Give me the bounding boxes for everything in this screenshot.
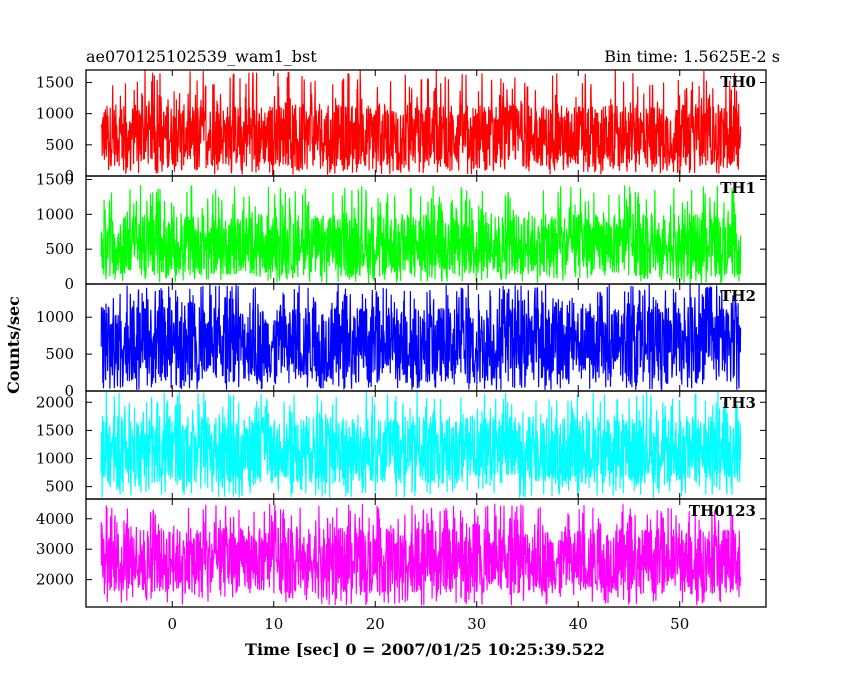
series-line-th3 [100, 391, 742, 498]
panel-th1: 0 500 1000 1500 TH1 [36, 170, 767, 293]
y-tick-label: 1500 [36, 421, 74, 439]
x-axis-title: Time [sec] 0 = 2007/01/25 10:25:39.522 [245, 640, 605, 659]
y-tick-label: 2000 [36, 393, 74, 411]
panel-label-th2: TH2 [720, 287, 756, 305]
y-tick-label: 500 [45, 345, 74, 363]
panel-label-th1: TH1 [720, 179, 756, 197]
series-line-th0 [100, 70, 742, 177]
y-tick-label: 1500 [36, 73, 74, 91]
x-tick-label: 40 [569, 615, 588, 633]
bin-time-label: Bin time: 1.5625E-2 s [604, 47, 780, 66]
series-line-th2 [100, 284, 742, 392]
x-tick-label: 10 [264, 615, 283, 633]
y-tick-label: 3000 [36, 540, 74, 558]
panel-label-th0: TH0 [720, 73, 756, 91]
y-tick-label: 500 [45, 478, 74, 496]
series-line-th1 [100, 185, 742, 284]
y-tick-label: 500 [45, 240, 74, 258]
panel-th2: 0 500 1000 TH2 [36, 283, 767, 400]
y-tick-label: 1500 [36, 170, 74, 188]
panels: 0 500 1000 1500 TH0 0 500 1000 1500 TH1 0 500 1000 TH… [36, 69, 767, 608]
panel-label-th0123: TH0123 [689, 502, 756, 520]
y-tick-label: 1000 [36, 450, 74, 468]
x-tick-label: 20 [366, 615, 385, 633]
y-tick-label: 1000 [36, 308, 74, 326]
y-tick-label: 4000 [36, 510, 74, 528]
y-tick-label: 0 [64, 382, 74, 400]
panel-label-th3: TH3 [720, 394, 756, 412]
y-tick-label: 0 [64, 167, 74, 185]
panel-th0123: 2000 3000 4000 TH0123 [36, 498, 767, 608]
x-tick-label: 30 [467, 615, 486, 633]
y-tick-label: 0 [64, 275, 74, 293]
y-tick-label: 500 [45, 136, 74, 154]
y-axis-title: Counts/sec [4, 296, 23, 394]
observation-id: ae070125102539_wam1_bst [86, 47, 317, 66]
series-line-th0123 [100, 503, 742, 606]
x-tick-label: 50 [670, 615, 689, 633]
panel-frame [85, 498, 767, 608]
y-tick-label: 2000 [36, 571, 74, 589]
y-tick-label: 1000 [36, 105, 74, 123]
x-axis: 0 10 20 30 40 50 [167, 615, 689, 633]
x-tick-label: 0 [167, 615, 177, 633]
panel-th0: 0 500 1000 1500 TH0 [36, 69, 767, 185]
y-tick-label: 1000 [36, 205, 74, 223]
panel-th3: 500 1000 1500 2000 TH3 [36, 390, 767, 500]
